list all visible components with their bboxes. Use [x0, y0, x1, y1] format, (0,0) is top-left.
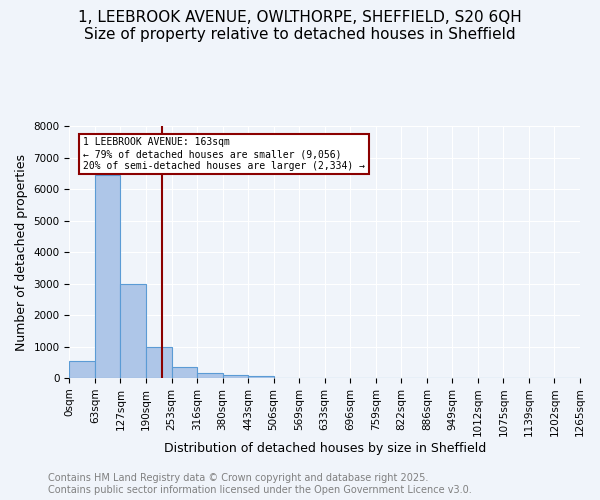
Bar	[146, 346, 172, 378]
Bar	[172, 366, 197, 378]
Text: 1, LEEBROOK AVENUE, OWLTHORPE, SHEFFIELD, S20 6QH
Size of property relative to d: 1, LEEBROOK AVENUE, OWLTHORPE, SHEFFIELD…	[78, 10, 522, 42]
Bar	[95, 175, 121, 378]
Y-axis label: Number of detached properties: Number of detached properties	[15, 154, 28, 350]
Bar	[197, 373, 223, 378]
Bar	[248, 376, 274, 378]
Bar	[70, 360, 95, 378]
X-axis label: Distribution of detached houses by size in Sheffield: Distribution of detached houses by size …	[164, 442, 486, 455]
Text: 1 LEEBROOK AVENUE: 163sqm
← 79% of detached houses are smaller (9,056)
20% of se: 1 LEEBROOK AVENUE: 163sqm ← 79% of detac…	[83, 138, 365, 170]
Bar	[223, 375, 248, 378]
Text: Contains HM Land Registry data © Crown copyright and database right 2025.
Contai: Contains HM Land Registry data © Crown c…	[48, 474, 472, 495]
Bar	[121, 284, 146, 378]
